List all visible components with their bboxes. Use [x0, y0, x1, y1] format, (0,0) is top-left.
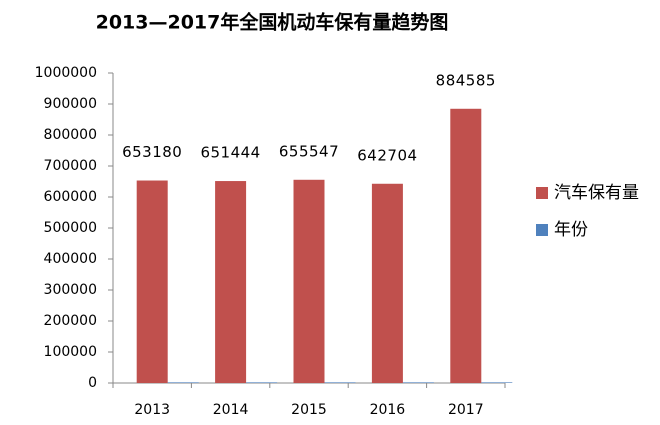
- bar: [450, 108, 482, 383]
- bar: [246, 382, 278, 383]
- x-tick-label: 2017: [448, 402, 484, 418]
- chart-title: 2013—2017年全国机动车保有量趋势图: [96, 11, 449, 34]
- bar: [136, 180, 168, 383]
- bar: [324, 382, 356, 383]
- data-label: 655547: [279, 142, 339, 160]
- y-tick-label: 500000: [44, 220, 97, 236]
- legend-swatch: [536, 187, 548, 199]
- bar: [167, 382, 199, 383]
- data-label: 651444: [200, 144, 260, 162]
- x-tick-label: 2013: [134, 402, 170, 418]
- bar: [371, 183, 403, 383]
- y-tick-label: 700000: [44, 158, 97, 174]
- y-tick-label: 1000000: [35, 65, 97, 81]
- x-tick-label: 2016: [370, 402, 406, 418]
- x-tick-label: 2015: [291, 402, 327, 418]
- legend-label: 汽车保有量: [554, 183, 639, 203]
- legend-label: 年份: [554, 220, 588, 240]
- bar: [293, 179, 325, 383]
- bar: [215, 181, 247, 383]
- data-label: 884585: [436, 71, 496, 89]
- x-tick-label: 2014: [213, 402, 249, 418]
- y-tick-label: 600000: [44, 189, 97, 205]
- bar: [481, 382, 513, 383]
- bar: [402, 382, 434, 383]
- y-tick-label: 900000: [44, 96, 97, 112]
- y-tick-label: 100000: [44, 344, 97, 360]
- data-label: 642704: [357, 146, 417, 164]
- y-tick-label: 200000: [44, 313, 97, 329]
- data-label: 653180: [122, 143, 182, 161]
- y-tick-label: 300000: [44, 282, 97, 298]
- y-tick-label: 800000: [44, 127, 97, 143]
- y-tick-label: 400000: [44, 251, 97, 267]
- legend-swatch: [536, 224, 548, 236]
- y-tick-label: 0: [88, 375, 97, 391]
